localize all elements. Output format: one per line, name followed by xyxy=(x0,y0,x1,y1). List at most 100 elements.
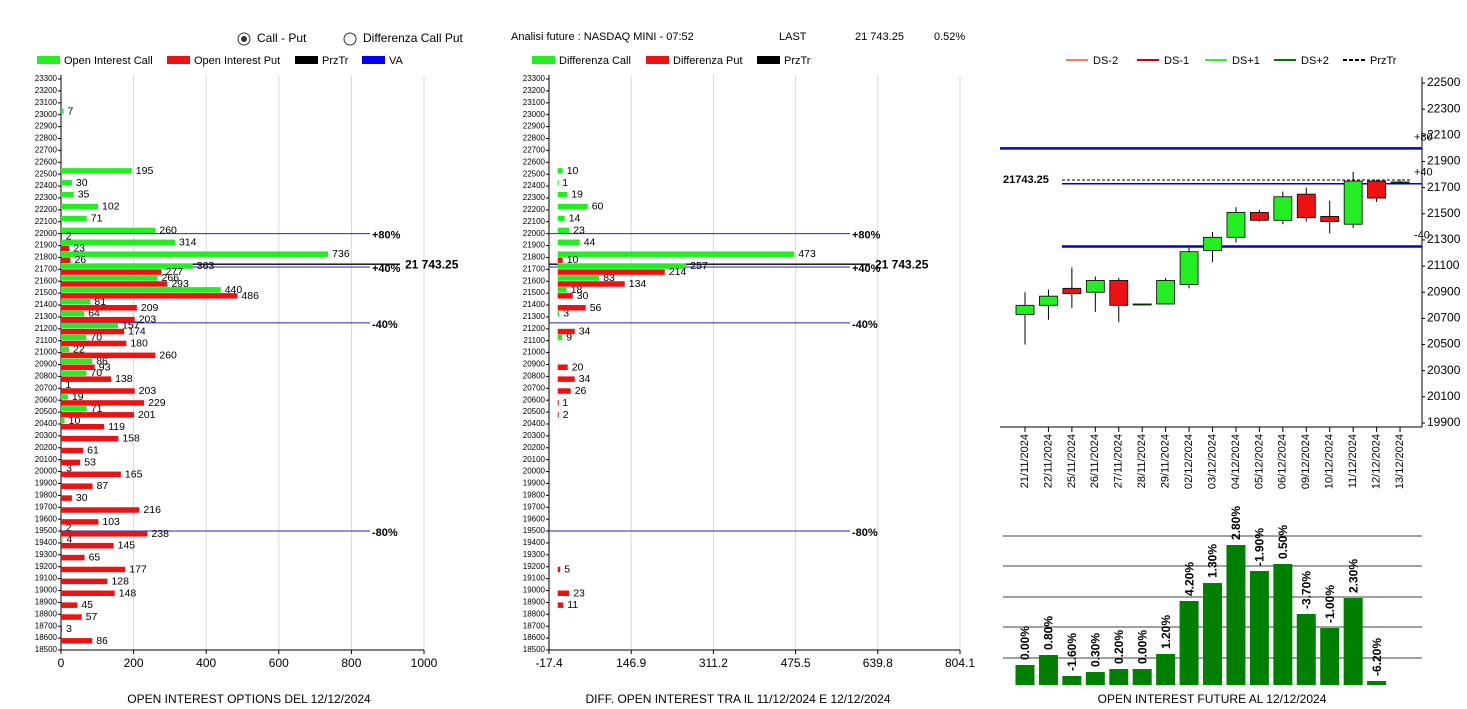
radio[interactable] xyxy=(343,32,357,46)
value-label: 9 xyxy=(566,331,572,343)
x-tick-label: 200 xyxy=(124,656,144,670)
value-label: 277 xyxy=(166,266,184,278)
y-tick-label: 22500 xyxy=(1427,75,1461,89)
bar xyxy=(61,316,135,323)
candle-body xyxy=(1109,280,1129,306)
bar xyxy=(557,203,588,210)
value-label: 260 xyxy=(159,349,177,361)
value-label: 20 xyxy=(572,361,584,373)
candle-body xyxy=(1015,304,1035,315)
bar xyxy=(61,370,87,376)
y-tick-label: 18700 xyxy=(523,621,546,630)
y-tick-label: 23200 xyxy=(35,86,58,95)
radio-label[interactable]: Call - Put xyxy=(257,31,307,45)
x-tick-label: 26/11/2024 xyxy=(1089,434,1101,488)
value-label: 71 xyxy=(91,403,103,415)
bar xyxy=(61,275,158,281)
level-label: +80 xyxy=(1414,131,1433,143)
y-tick-label: 20000 xyxy=(523,467,546,476)
y-tick-label: 22200 xyxy=(35,205,58,214)
y-tick-label: 19500 xyxy=(523,526,546,535)
value-label: 5 xyxy=(564,564,570,576)
bar xyxy=(557,400,559,406)
bar xyxy=(61,322,118,329)
y-tick-label: 21000 xyxy=(523,348,546,357)
y-tick-label: 18500 xyxy=(523,645,546,654)
y-tick-label: 19400 xyxy=(35,538,58,547)
y-tick-label: 22500 xyxy=(523,169,546,178)
x-tick-label: 600 xyxy=(269,656,289,670)
legend-label: Open Interest Put xyxy=(194,55,280,67)
x-tick-label: 25/11/2024 xyxy=(1066,434,1078,488)
y-tick-label: 19100 xyxy=(35,574,58,583)
y-tick-label: 22300 xyxy=(523,193,546,202)
value-label: 53 xyxy=(84,456,96,468)
y-tick-label: 19500 xyxy=(35,526,58,535)
y-tick-label: 22100 xyxy=(35,217,58,226)
value-label: 203 xyxy=(139,314,157,326)
bar xyxy=(557,263,687,269)
value-label: 56 xyxy=(590,302,602,314)
y-tick-label: 21100 xyxy=(1427,258,1460,272)
bar xyxy=(61,614,82,620)
bar-label: 0.80% xyxy=(1042,616,1056,650)
y-tick-label: 21900 xyxy=(1427,154,1461,168)
value-label: 201 xyxy=(138,409,156,421)
value-label: 18 xyxy=(571,284,583,296)
y-tick-label: 19900 xyxy=(1427,415,1461,429)
value-label: 229 xyxy=(148,397,166,409)
value-label: 314 xyxy=(179,236,197,248)
value-label: 3 xyxy=(66,462,72,474)
legend-label: DS+2 xyxy=(1301,55,1329,67)
bar xyxy=(61,394,68,400)
y-tick-label: 20100 xyxy=(523,455,546,464)
bar xyxy=(61,180,72,186)
y-tick-label: 21200 xyxy=(35,324,58,333)
value-label: 3 xyxy=(563,308,569,320)
y-tick-label: 21800 xyxy=(523,253,546,262)
y-tick-label: 19300 xyxy=(35,550,58,559)
bar xyxy=(61,376,112,382)
value-label: 11 xyxy=(567,599,578,611)
y-tick-label: 21500 xyxy=(35,288,58,297)
y-tick-label: 22900 xyxy=(35,122,58,131)
legend-swatch xyxy=(757,56,780,64)
candle-body xyxy=(1320,215,1340,223)
value-label: 26 xyxy=(575,385,587,397)
bar xyxy=(61,471,121,478)
value-label: 86 xyxy=(96,355,108,367)
candle-body xyxy=(1367,180,1386,199)
bar xyxy=(61,269,162,275)
y-tick-label: 20600 xyxy=(523,395,546,404)
value-label: 260 xyxy=(159,224,177,236)
value-label: 157 xyxy=(122,320,140,332)
bar-label: -6.20% xyxy=(1370,638,1384,676)
radio-label[interactable]: Differenza Call Put xyxy=(363,31,463,45)
bar xyxy=(557,227,570,234)
value-label: 2 xyxy=(66,522,72,534)
bar-label: 0.30% xyxy=(1088,633,1102,667)
bar xyxy=(1156,654,1176,685)
future-title: Analisi future : NASDAQ MINI - 07:52 xyxy=(511,31,694,43)
bar xyxy=(61,388,135,394)
y-tick-label: 18900 xyxy=(35,598,58,607)
y-tick-label: 23300 xyxy=(523,74,546,83)
y-tick-label: 22100 xyxy=(1427,127,1461,141)
bar xyxy=(61,108,64,115)
value-label: 145 xyxy=(118,540,136,552)
bar xyxy=(61,423,105,430)
y-tick-label: 19000 xyxy=(35,586,58,595)
candle-body xyxy=(1062,287,1082,294)
bar xyxy=(557,364,568,370)
bar xyxy=(557,168,563,174)
value-label: 165 xyxy=(125,468,143,480)
y-tick-label: 21400 xyxy=(523,300,546,309)
legend-label: Differenza Call xyxy=(559,55,631,67)
y-tick-label: 20800 xyxy=(523,372,546,381)
value-label: 119 xyxy=(108,421,125,433)
bar xyxy=(61,334,87,341)
value-label: 64 xyxy=(88,308,100,320)
y-tick-label: 20900 xyxy=(523,360,546,369)
value-label: 238 xyxy=(151,528,169,540)
